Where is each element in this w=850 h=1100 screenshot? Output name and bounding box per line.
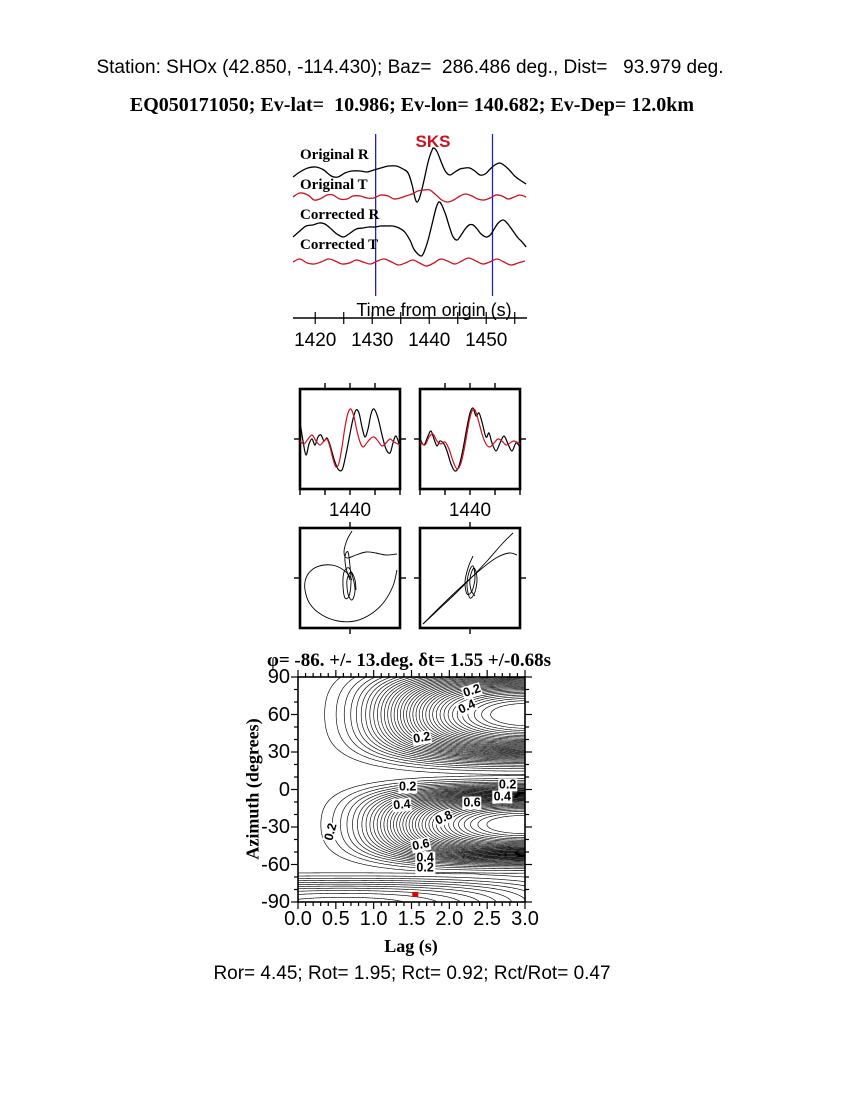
fast-slow-trace (299, 408, 401, 468)
contour-title: φ= -86. +/- 13.deg. δt= 1.55 +/-0.68s (266, 650, 552, 671)
trace-label-corrected-t: Corrected T (300, 237, 379, 253)
contour-ytick-label: 60 (267, 703, 290, 726)
seismogram-trace (292, 257, 526, 267)
best-fit-marker (412, 892, 419, 897)
contour-level-label: 0.6 (462, 795, 482, 810)
contour-xtick-label: 2.5 (473, 908, 502, 930)
contour-ytick-label: 30 (267, 741, 290, 763)
trace-label-original-t: Original T (300, 177, 368, 193)
contour-xlabel: Lag (s) (384, 936, 438, 956)
particle-motion-path (304, 564, 398, 623)
event-header: EQ050171050; Ev-lat= 10.986; Ev-lon= 140… (129, 94, 695, 116)
fast-slow-trace (419, 408, 521, 470)
contour-ytick-label: 90 (267, 666, 290, 688)
trace-label-corrected-r: Corrected R (300, 207, 380, 223)
contour-xtick-label: 0.0 (284, 908, 312, 930)
particle-motion-path (422, 552, 518, 625)
contour-ytick-label: -90 (261, 891, 290, 913)
contour-ytick-label: -60 (261, 853, 290, 876)
time-axis-tick-label: 1420 (294, 330, 337, 351)
particle-motion-box (298, 526, 402, 630)
contour-xtick-label: 1.5 (397, 908, 426, 930)
seismogram-trace (292, 201, 527, 257)
contour-ytick-label: -30 (261, 816, 290, 838)
fast-slow-trace (299, 408, 401, 472)
compare-panel-box (418, 387, 522, 491)
contour-xtick-label: 0.5 (321, 908, 350, 930)
contour-xtick-label: 2.0 (435, 908, 464, 930)
trace-label-original-r: Original R (300, 147, 369, 163)
compare-right-xlabel: 1440 (448, 500, 492, 521)
contour-level-label: 0.4 (492, 789, 512, 804)
station-header: Station: SHOx (42.850, -114.430); Baz= 2… (96, 57, 724, 78)
contour-level-label: 0.2 (415, 860, 435, 875)
particle-motion-path (464, 555, 478, 599)
time-axis-tick-label: 1440 (408, 330, 451, 351)
contour-level-label: 0.2 (398, 779, 418, 794)
phase-label: SKS (415, 132, 451, 151)
time-axis-tick-label: 1430 (351, 330, 394, 351)
particle-motion-path (342, 551, 357, 601)
seismogram-trace (292, 147, 527, 203)
amplitude-ratio-stats: Ror= 4.45; Rot= 1.95; Rct= 0.92; Rct/Rot… (213, 963, 611, 984)
contour-xtick-label: 1.0 (359, 908, 388, 930)
compare-left-xlabel: 1440 (328, 500, 372, 521)
contour-level-label: 0.4 (415, 850, 435, 865)
contour-level-label: 0.4 (391, 796, 412, 812)
contour-level-label: 0.2 (497, 777, 518, 791)
particle-motion-path (343, 530, 398, 559)
contour-xtick-label: 3.0 (511, 908, 539, 930)
time-axis-title: Time from origin (s) (356, 300, 512, 320)
contour-ytick-label: 0 (278, 778, 290, 801)
seismogram-trace (292, 188, 527, 203)
time-axis-tick-label: 1450 (465, 330, 508, 351)
